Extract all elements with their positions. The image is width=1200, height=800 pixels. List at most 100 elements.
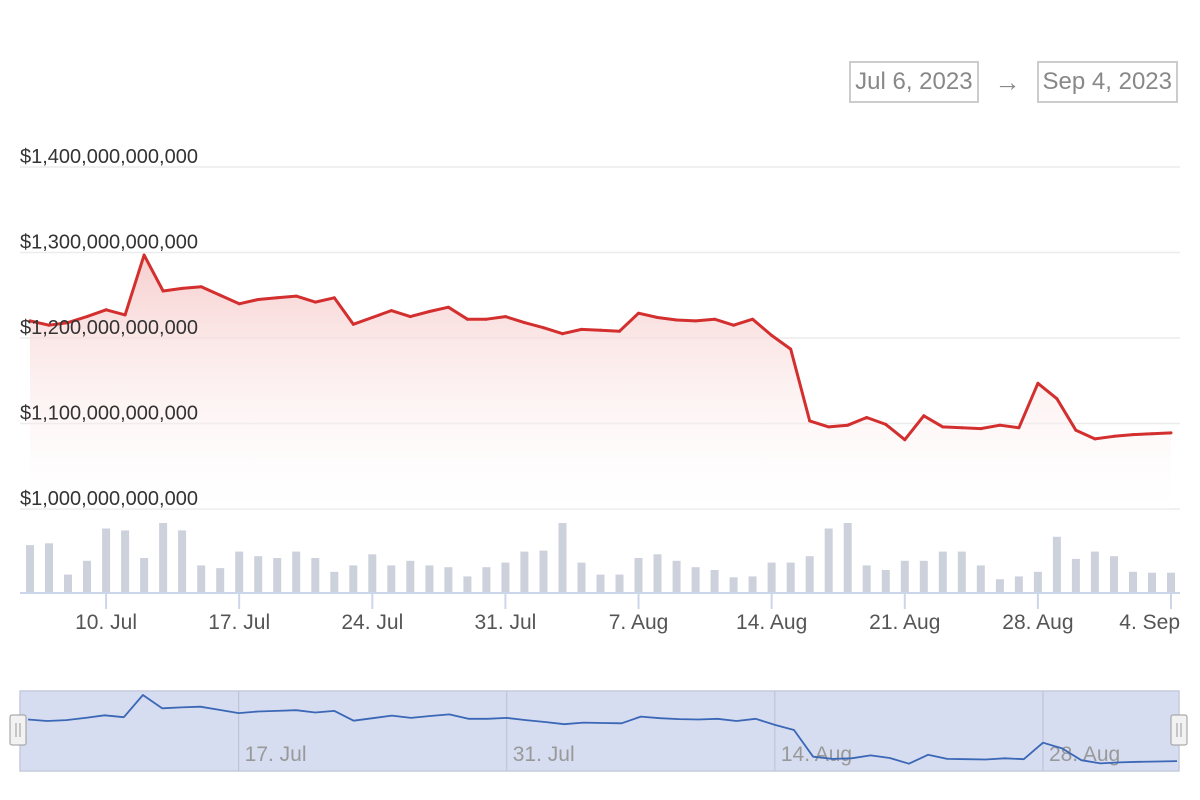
price-point <box>104 308 108 312</box>
price-point <box>732 323 736 327</box>
price-point <box>313 300 317 304</box>
price-point <box>941 425 945 429</box>
price-point <box>66 321 70 325</box>
price-point <box>580 327 583 331</box>
volume-bar <box>1071 558 1080 593</box>
price-point <box>1150 432 1154 436</box>
navigator[interactable]: 17. Jul 31. Jul 14. Aug 28. Aug <box>9 690 1188 772</box>
volume-bar <box>140 558 149 593</box>
volume-bar <box>900 560 909 593</box>
price-point <box>370 316 374 319</box>
volume-bar <box>216 568 225 593</box>
volume-bar <box>919 560 928 593</box>
volume-bar <box>615 574 624 593</box>
range-to-input[interactable]: Sep 4, 2023 <box>1036 61 1178 103</box>
price-point <box>446 305 450 309</box>
y-tick-label: $1,100,000,000,000 <box>20 403 198 425</box>
price-point <box>979 427 983 431</box>
volume-bar <box>672 560 681 593</box>
price-point <box>218 293 222 297</box>
price-point <box>28 319 32 323</box>
volume-bar <box>425 565 434 593</box>
volume-bar <box>159 523 168 593</box>
volume-bar <box>1033 571 1042 593</box>
price-point <box>903 438 907 442</box>
price-point <box>1055 397 1059 401</box>
price-area-fill <box>30 255 1171 509</box>
price-point <box>199 285 203 289</box>
volume-bar <box>1129 571 1137 593</box>
navigator-handle-right[interactable] <box>1170 714 1188 746</box>
volume-bar <box>729 577 738 593</box>
volume-bar <box>976 565 985 593</box>
volume-bar <box>653 554 662 593</box>
price-point <box>618 329 621 333</box>
volume-bar <box>330 571 339 593</box>
volume-bar <box>1014 576 1023 593</box>
price-point <box>427 310 431 313</box>
price-point <box>142 253 146 257</box>
price-point <box>846 423 850 427</box>
volume-bar <box>83 560 91 593</box>
volume-bar <box>634 558 643 593</box>
volume-bar <box>938 551 947 593</box>
volume-bar <box>444 567 453 593</box>
price-point <box>789 347 793 351</box>
price-point <box>408 315 412 319</box>
price-point <box>599 328 602 332</box>
volume-bar <box>691 567 700 593</box>
volume-bar <box>45 543 53 593</box>
price-point <box>656 316 659 319</box>
price-point <box>522 321 526 325</box>
y-tick-label: $1,200,000,000,000 <box>20 317 198 339</box>
price-point <box>561 332 564 336</box>
price-point <box>161 289 165 293</box>
volume-bar <box>64 574 72 593</box>
x-axis: 10. Jul 17. Jul 24. Jul 31. Jul 7. Aug 14. Au… <box>20 592 1180 634</box>
navigator-handle-left[interactable] <box>9 714 27 746</box>
volume-bar <box>1052 536 1061 593</box>
volume-bar <box>957 551 966 593</box>
price-point <box>770 333 774 337</box>
volume-bar <box>824 528 833 593</box>
volume-bar <box>995 579 1004 593</box>
navigator-series-line <box>27 694 1178 765</box>
volume-bar <box>710 570 719 593</box>
y-tick-label: $1,300,000,000,000 <box>20 232 198 254</box>
price-point <box>332 296 336 300</box>
volume-bar <box>558 523 567 593</box>
volume-bar <box>520 551 529 593</box>
price-point <box>713 317 717 321</box>
volume-bar <box>235 551 244 593</box>
price-point <box>465 317 469 321</box>
navigator-tick-label: 28. Aug <box>1049 743 1120 766</box>
price-point <box>275 296 279 300</box>
price-line-layer <box>28 253 1173 442</box>
navigator-tick-label: 31. Jul <box>513 743 575 766</box>
price-point <box>637 311 640 315</box>
price-point <box>237 302 241 306</box>
volume-bar <box>748 576 757 593</box>
price-point <box>1131 433 1135 437</box>
price-point <box>294 294 298 298</box>
x-tick-label: 24. Jul <box>341 611 403 634</box>
volume-bar <box>311 558 320 593</box>
volume-bar <box>501 562 510 593</box>
price-point <box>1093 437 1097 441</box>
y-axis-labels: $1,000,000,000,000 $1,100,000,000,000 $1,2… <box>20 146 198 510</box>
price-point <box>1017 426 1021 430</box>
x-tick-label: 28. Aug <box>1002 611 1073 634</box>
navigator-tick-label: 17. Jul <box>245 743 307 766</box>
volume-bar <box>805 556 814 593</box>
volume-bar <box>368 554 377 593</box>
price-point <box>351 322 355 326</box>
price-point <box>1112 434 1116 438</box>
price-point <box>123 313 127 317</box>
x-tick-label: 14. Aug <box>736 611 807 634</box>
volume-bar <box>596 574 605 593</box>
volume-bar <box>121 530 130 593</box>
range-from-input[interactable]: Jul 6, 2023 <box>849 61 979 103</box>
volume-bar <box>197 565 206 593</box>
price-point <box>47 323 51 327</box>
date-range-selector: Jul 6, 2023 → Sep 4, 2023 <box>849 61 1178 103</box>
